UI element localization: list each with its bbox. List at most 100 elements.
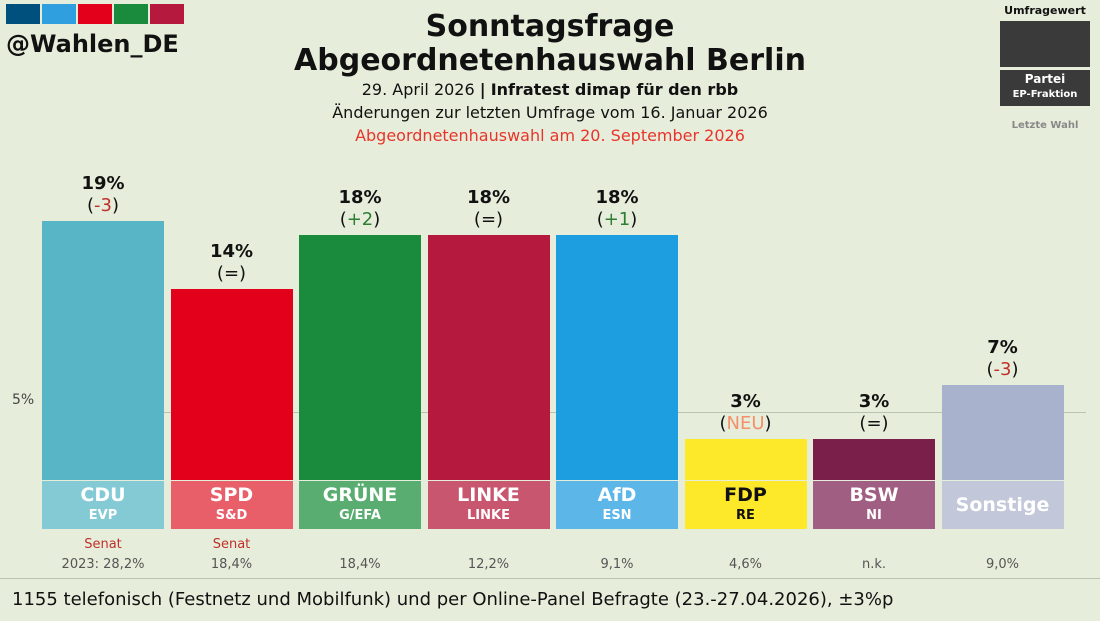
party-name-grüne: GRÜNE G/EFA <box>299 481 421 529</box>
last-election-bsw: n.k. <box>813 535 935 575</box>
change-label: (+1) <box>596 208 638 230</box>
senat-label <box>556 535 678 555</box>
last-election-fdp: 4,6% <box>685 535 807 575</box>
value-label-linke: 18% (=) <box>428 187 550 231</box>
last-election-sonstige: 9,0% <box>942 535 1064 575</box>
legend-last-label: Letzte Wahl <box>1011 120 1079 131</box>
legend-party-label: Partei <box>1024 72 1066 86</box>
brand-swatch <box>114 4 148 24</box>
election-note: Abgeordnetenhauswahl am 20. September 20… <box>355 126 745 145</box>
last-election-value: 9,1% <box>600 557 634 572</box>
senat-label <box>428 535 550 555</box>
senat-label <box>299 535 421 555</box>
value-label-grüne: 18% (+2) <box>299 187 421 231</box>
party-name-spd: SPD S&D <box>170 481 293 529</box>
survey-date: 29. April 2026 <box>361 80 475 99</box>
party-name: CDU <box>80 484 126 506</box>
last-election-linke: 12,2% <box>428 535 550 575</box>
change-label: (+2) <box>339 208 381 230</box>
bar-chart: 5% 19% (-3) 14% (=) 18% (+2) 18% (=) 18% (+1) 3% (N… <box>0 173 1100 480</box>
last-election-value: 18,4% <box>210 557 253 572</box>
value-label-sonstige: 7% (-3) <box>942 337 1064 381</box>
ep-group: S&D <box>215 508 248 523</box>
header: Sonntagsfrage Abgeordnetenhauswahl Berli… <box>200 10 900 147</box>
survey-info: 29. April 2026 | Infratest dimap für den… <box>200 78 900 101</box>
last-election-value: 9,0% <box>985 557 1020 572</box>
legend: Umfragewert Partei EP-Fraktion Letzte Wa… <box>1000 4 1090 131</box>
change-label: (NEU) <box>719 413 772 435</box>
party-name: BSW <box>849 484 899 506</box>
last-election-value: 4,6% <box>728 557 763 572</box>
party-name-sonstige: Sonstige <box>941 481 1064 529</box>
value-label-fdp: 3% (NEU) <box>685 391 807 435</box>
party-name-cdu: CDU EVP <box>42 481 164 529</box>
title-line2: Abgeordnetenhauswahl Berlin <box>294 43 806 78</box>
party-name-bsw: BSW NI <box>813 481 935 529</box>
legend-fraction-label: EP-Fraktion <box>1012 89 1078 100</box>
value-label-cdu: 19% (-3) <box>42 173 164 217</box>
last-election-afd: 9,1% <box>556 535 678 575</box>
footer-note: 1155 telefonisch (Festnetz und Mobilfunk… <box>0 578 1100 620</box>
last-election-value: 2023: 28,2% <box>61 557 145 572</box>
bar-afd <box>556 234 678 480</box>
party-name: FDP <box>724 484 767 506</box>
ep-group: ESN <box>602 508 632 523</box>
survey-institute: Infratest dimap für den rbb <box>490 80 739 99</box>
senat-label <box>813 535 935 555</box>
percent-label: 19% <box>81 172 125 194</box>
party-name: Sonstige <box>955 494 1050 516</box>
senat-label: Senat <box>212 537 251 552</box>
ep-group: LINKE <box>467 508 510 523</box>
party-name-fdp: FDP RE <box>684 481 807 529</box>
percent-label: 18% <box>595 186 639 208</box>
bar-linke <box>427 234 550 480</box>
changes-note: Änderungen zur letzten Umfrage vom 16. J… <box>332 103 768 122</box>
brand-handle: @Wahlen_DE <box>6 30 179 58</box>
senat-label: Senat <box>84 537 122 552</box>
change-label: (-3) <box>86 194 119 216</box>
senat-label <box>685 535 807 555</box>
percent-label: 3% <box>730 391 761 413</box>
percent-label: 14% <box>209 241 254 263</box>
party-name: AfD <box>597 484 637 506</box>
ep-group: EVP <box>88 508 118 523</box>
legend-bar-swatch <box>1000 21 1090 67</box>
survey-separator: | <box>479 80 486 99</box>
brand-swatch <box>78 4 112 24</box>
party-name: SPD <box>209 484 254 506</box>
ep-group: G/EFA <box>339 508 381 523</box>
party-labels: CDU EVP SPD S&D GRÜNE G/EFA LINKE LINKE AfD ESN FD… <box>0 481 1100 531</box>
percent-label: 18% <box>338 186 382 208</box>
value-label-afd: 18% (+1) <box>556 187 678 231</box>
last-election-spd: Senat 18,4% <box>171 535 293 575</box>
party-name-linke: LINKE LINKE <box>427 481 550 529</box>
party-name: LINKE <box>457 484 520 506</box>
bar-spd <box>170 289 293 480</box>
bar-bsw <box>813 439 935 480</box>
value-label-spd: 14% (=) <box>171 241 293 285</box>
percent-label: 3% <box>858 391 890 413</box>
ep-group: RE <box>736 508 755 523</box>
brand: @Wahlen_DE <box>6 4 184 58</box>
change-label: (-3) <box>986 358 1019 380</box>
brand-swatch <box>150 4 184 24</box>
percent-label: 7% <box>987 336 1018 358</box>
threshold-label: 5% <box>12 391 35 408</box>
change-label: (=) <box>216 263 247 285</box>
last-election-value: n.k. <box>861 557 887 572</box>
last-election-cdu: Senat 2023: 28,2% <box>42 535 164 575</box>
last-election-row: Senat 2023: 28,2% Senat 18,4% 18,4% 12,2% 9,1%… <box>0 535 1100 577</box>
party-name-afd: AfD ESN <box>556 481 678 529</box>
legend-value-label: Umfragewert <box>1004 4 1086 17</box>
brand-swatches <box>6 4 184 24</box>
last-election-grüne: 18,4% <box>299 535 421 575</box>
value-label-bsw: 3% (=) <box>813 391 935 435</box>
bar-grüne <box>299 234 421 480</box>
senat-label <box>942 535 1064 555</box>
change-label: (=) <box>859 413 889 435</box>
brand-swatch <box>6 4 40 24</box>
legend-party-box: Partei EP-Fraktion <box>1000 70 1090 106</box>
last-election-value: 18,4% <box>339 557 381 572</box>
bar-fdp <box>684 439 807 480</box>
change-label: (=) <box>473 208 504 230</box>
